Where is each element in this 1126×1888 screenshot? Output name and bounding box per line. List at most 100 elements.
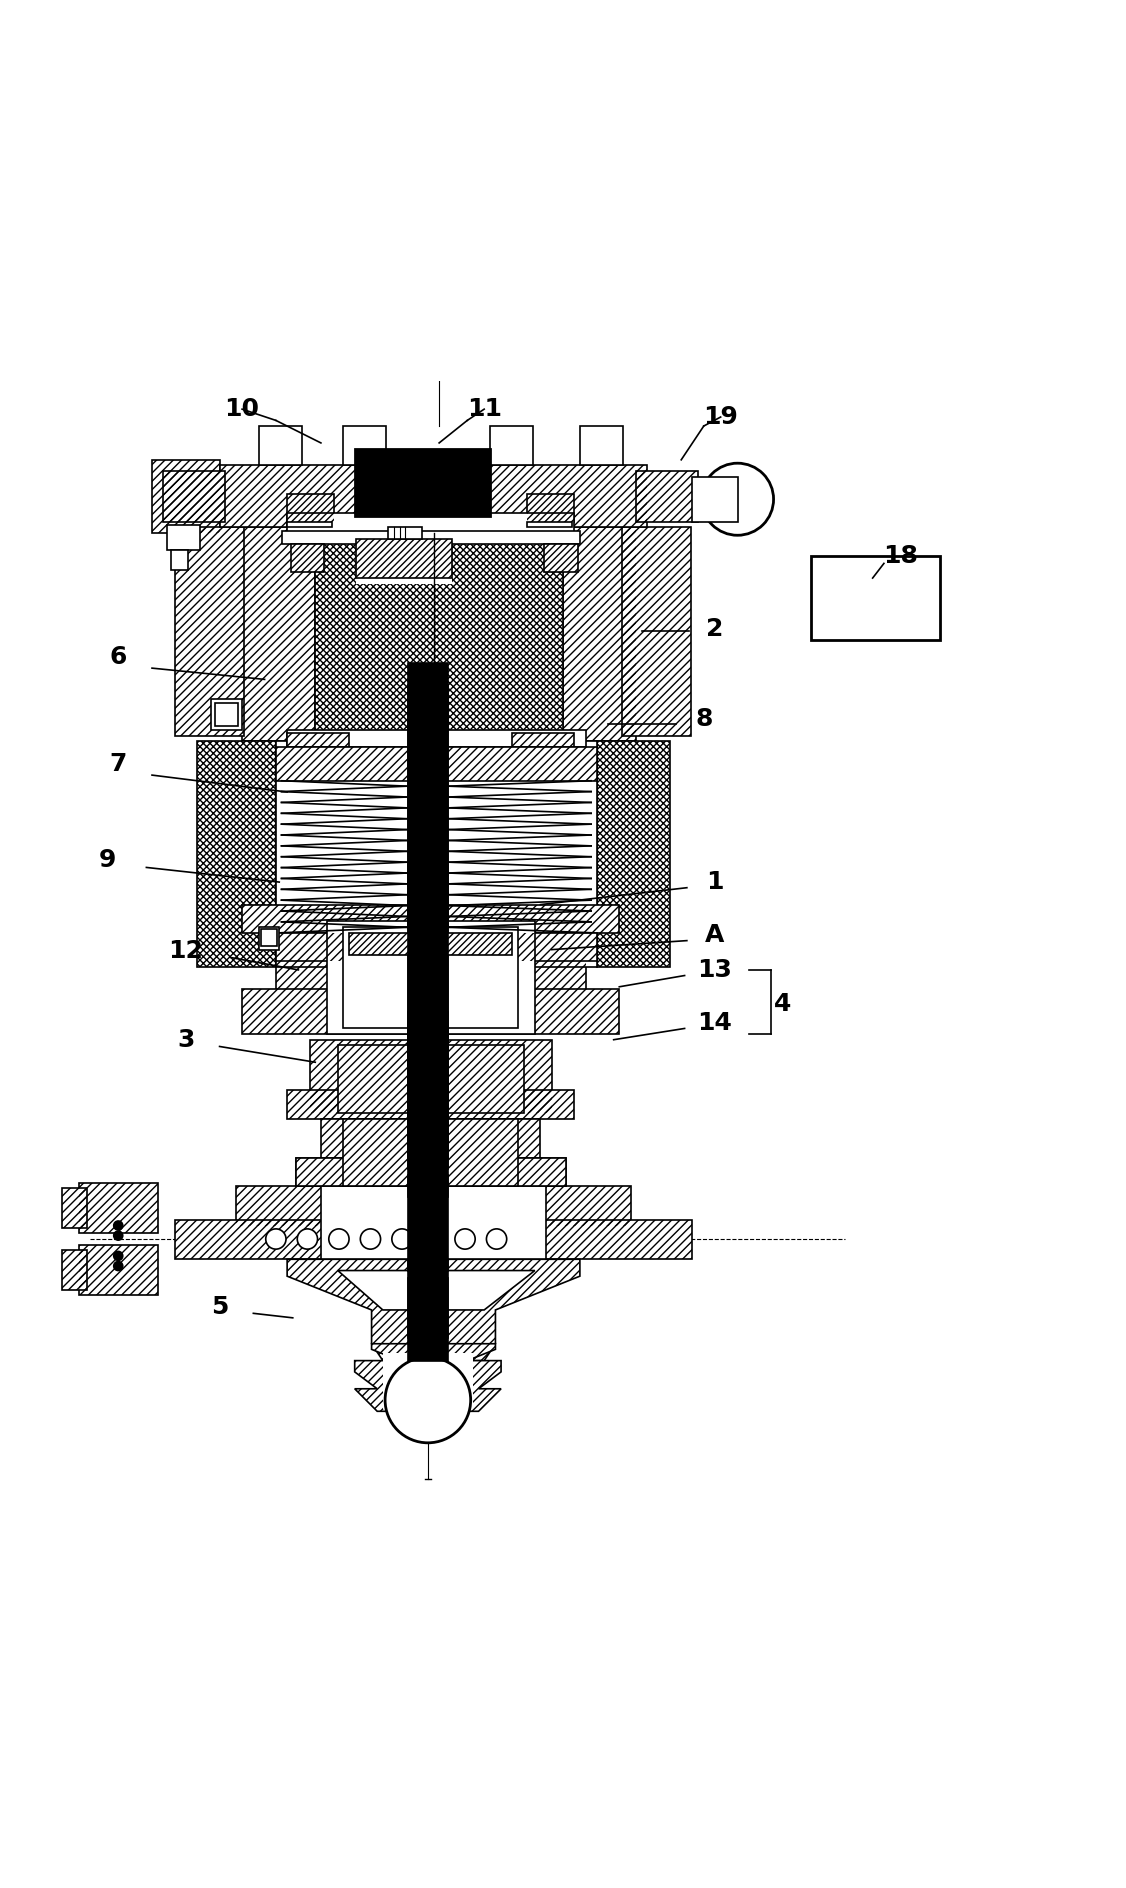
Bar	[287, 731, 586, 748]
Bar	[276, 933, 597, 961]
Bar	[276, 748, 597, 782]
Bar	[287, 1091, 574, 1118]
Circle shape	[297, 1229, 318, 1250]
Bar	[261, 929, 277, 946]
Bar	[527, 493, 574, 521]
Bar	[79, 1244, 158, 1295]
Polygon shape	[355, 1361, 501, 1412]
Bar	[338, 1046, 524, 1112]
Bar	[338, 1046, 524, 1112]
Bar	[408, 1278, 448, 1361]
Bar	[242, 989, 619, 1035]
Bar	[163, 472, 225, 521]
Bar	[343, 427, 386, 466]
Bar	[215, 702, 238, 725]
Bar	[356, 538, 452, 578]
Bar	[356, 538, 452, 578]
Bar	[355, 449, 490, 515]
Text: 9: 9	[98, 848, 116, 872]
Bar	[408, 685, 448, 1157]
Bar	[163, 472, 225, 521]
Circle shape	[114, 1252, 123, 1261]
Bar	[220, 466, 647, 527]
Bar	[343, 1118, 518, 1186]
Circle shape	[266, 1229, 286, 1250]
Bar	[175, 1220, 692, 1259]
Bar	[527, 493, 574, 521]
Bar	[692, 476, 738, 521]
Circle shape	[114, 1261, 123, 1271]
Bar	[259, 927, 279, 950]
Bar	[242, 904, 619, 933]
Text: 6: 6	[109, 646, 127, 668]
Text: 13: 13	[698, 957, 732, 982]
Bar	[490, 427, 533, 466]
Text: 19: 19	[704, 406, 738, 429]
Polygon shape	[287, 1259, 580, 1361]
Bar	[310, 1040, 552, 1112]
Bar	[62, 1250, 87, 1290]
Bar	[242, 989, 619, 1035]
Bar	[211, 699, 242, 731]
Bar	[152, 461, 220, 532]
Bar	[79, 1244, 158, 1295]
Polygon shape	[338, 1271, 535, 1310]
Text: 5: 5	[211, 1295, 229, 1318]
Polygon shape	[372, 1344, 495, 1361]
Bar	[408, 1112, 448, 1197]
Bar	[563, 527, 636, 742]
Circle shape	[455, 1229, 475, 1250]
Bar	[276, 933, 597, 961]
Bar	[276, 742, 597, 967]
Bar	[636, 472, 698, 521]
Bar	[287, 733, 349, 748]
Bar	[167, 525, 200, 549]
Bar	[636, 472, 698, 521]
Bar	[327, 921, 535, 1035]
Bar	[597, 742, 670, 967]
Text: 4: 4	[774, 991, 792, 1016]
Bar	[343, 927, 518, 1029]
Bar	[220, 466, 647, 527]
Bar	[287, 493, 334, 521]
Bar	[276, 933, 586, 1029]
Bar	[315, 527, 563, 742]
Bar	[287, 493, 334, 521]
Bar	[408, 1174, 448, 1271]
Bar	[287, 733, 349, 748]
Bar	[527, 521, 572, 527]
Bar	[197, 742, 276, 967]
Bar	[62, 1250, 87, 1290]
Bar	[408, 1012, 448, 1118]
Bar	[349, 933, 512, 955]
Bar	[580, 427, 623, 466]
Text: 1: 1	[706, 870, 724, 895]
Bar	[276, 933, 586, 1029]
Bar	[79, 1182, 158, 1233]
Bar	[242, 527, 315, 742]
Bar	[259, 427, 302, 466]
Bar	[383, 1352, 473, 1408]
Bar	[296, 1157, 566, 1186]
Text: 7: 7	[109, 751, 127, 776]
Circle shape	[423, 1229, 444, 1250]
Bar	[597, 742, 670, 967]
Bar	[811, 555, 940, 640]
Bar	[622, 527, 691, 736]
Bar	[343, 1118, 518, 1186]
Bar	[544, 544, 578, 572]
Circle shape	[701, 463, 774, 536]
Circle shape	[486, 1229, 507, 1250]
Bar	[356, 515, 452, 583]
Bar	[287, 514, 574, 532]
Bar	[512, 733, 574, 748]
Circle shape	[360, 1229, 381, 1250]
Bar	[321, 1118, 540, 1180]
Bar	[291, 544, 324, 572]
Bar	[291, 544, 324, 572]
Text: 3: 3	[177, 1027, 195, 1052]
Circle shape	[329, 1229, 349, 1250]
Text: 18: 18	[884, 544, 918, 568]
Bar	[408, 1259, 448, 1339]
Bar	[287, 1091, 574, 1118]
